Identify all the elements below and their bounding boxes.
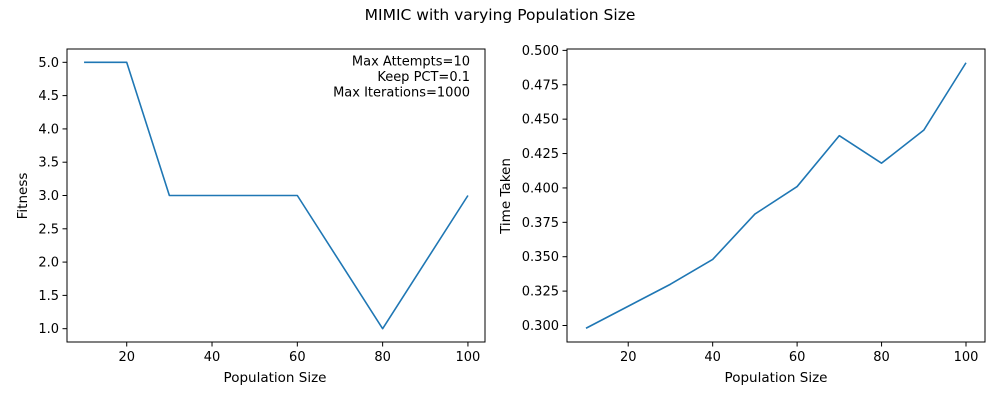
fitness-chart-ytick-label: 4.5 [38,89,59,104]
time-chart-ytick-label: 0.400 [522,181,559,196]
fitness-chart-series [84,61,469,330]
time-chart-ytick-label: 0.325 [522,285,559,300]
time-chart-ticks: 20 40 60 80 100 0.300 0.325 0.350 0.375 0.400 0.42… [522,44,979,365]
fitness-chart-xlabel: Population Size [224,370,327,386]
fitness-chart-xtick-label: 20 [118,350,135,365]
time-chart-ylabel: Time Taken [498,158,514,235]
time-chart-ytick-label: 0.350 [522,250,559,265]
time-chart-xtick-label: 60 [789,350,806,365]
time-chart-xtick-label: 40 [704,350,721,365]
fitness-chart-frame [66,48,486,343]
time-chart-xtick-label: 100 [954,350,979,365]
fitness-chart-ytick-label: 5.0 [38,56,59,71]
fitness-chart-annotation-line: Max Iterations=1000 [333,86,470,101]
time-chart-line [585,62,967,329]
fitness-chart-xtick-label: 100 [456,350,481,365]
time-chart-ytick-label: 0.475 [522,78,559,93]
fitness-chart-ytick-label: 4.0 [38,122,59,137]
time-chart-ytick-label: 0.300 [522,319,559,334]
time-chart-ytick-label: 0.450 [522,113,559,128]
fitness-chart-ytick-label: 1.5 [38,289,59,304]
time-chart-xtick-label: 80 [873,350,890,365]
fitness-chart-annotation-line: Max Attempts=10 [352,55,470,70]
time-chart-xlabel: Population Size [725,370,828,386]
time-chart-ytick-label: 0.500 [522,44,559,59]
fitness-chart-panel: Population Size Fitness 20 40 60 80 100 1.0 1.… [15,48,486,386]
fitness-chart-xtick-label: 80 [374,350,391,365]
fitness-chart-ytick-label: 1.0 [38,322,59,337]
figure-suptitle: MIMIC with varying Population Size [365,6,636,24]
time-chart-panel: Population Size Time Taken 20 40 60 80 100 0.… [498,44,986,386]
fitness-chart-annotation-line: Keep PCT=0.1 [377,70,470,85]
fitness-chart-xtick-label: 40 [204,350,221,365]
time-chart-ytick-label: 0.375 [522,216,559,231]
fitness-chart-ticks: 20 40 60 80 100 1.0 1.5 2.0 2.5 3.0 3.5 4.0 4.5 5.0 [38,56,480,365]
fitness-chart-xtick-label: 60 [289,350,306,365]
fitness-chart-ylabel: Fitness [15,173,31,220]
fitness-chart-ytick-label: 2.0 [38,256,59,271]
time-chart-frame [566,48,986,343]
fitness-chart-ytick-label: 3.0 [38,189,59,204]
fitness-chart-ytick-label: 2.5 [38,222,59,237]
time-chart-series [585,62,967,329]
time-chart-ytick-label: 0.425 [522,147,559,162]
time-chart-xtick-label: 20 [620,350,637,365]
fitness-chart-ytick-label: 3.5 [38,156,59,171]
fitness-chart-line [84,61,469,330]
